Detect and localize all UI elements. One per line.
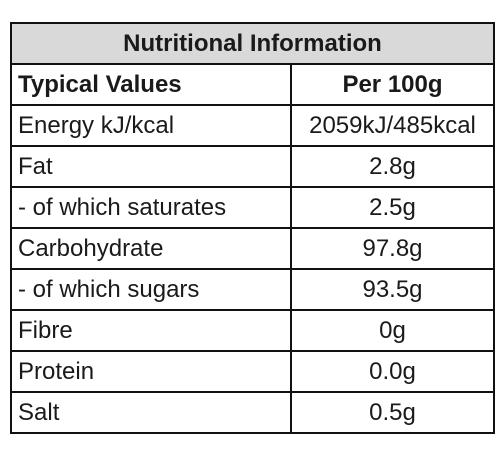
nutrient-value: 2059kJ/485kcal: [290, 104, 495, 147]
nutrient-name: Fibre: [10, 309, 292, 352]
nutrient-value: 0.0g: [290, 350, 495, 393]
nutrient-value: 2.8g: [290, 145, 495, 188]
header-cell: Typical Values: [10, 63, 292, 106]
nutrition-table: Nutritional Information Typical Values P…: [10, 22, 495, 434]
table-title: Nutritional Information: [10, 22, 495, 65]
nutrient-row: Fibre 0g: [10, 309, 495, 352]
nutrient-name: - of which saturates: [10, 186, 292, 229]
table-body: Nutritional Information Typical Values P…: [10, 22, 495, 434]
header-cell: Per 100g: [290, 63, 495, 106]
nutrient-value: 0.5g: [290, 391, 495, 434]
nutrient-row: Energy kJ/kcal 2059kJ/485kcal: [10, 104, 495, 147]
nutrient-name: Protein: [10, 350, 292, 393]
nutrient-row: Carbohydrate 97.8g: [10, 227, 495, 270]
nutrient-name: Carbohydrate: [10, 227, 292, 270]
nutrient-row: Fat 2.8g: [10, 145, 495, 188]
nutrient-row: Salt 0.5g: [10, 391, 495, 434]
title-row: Nutritional Information: [10, 22, 495, 65]
header-row: Typical Values Per 100g: [10, 63, 495, 106]
nutrient-value: 97.8g: [290, 227, 495, 270]
nutrient-value: 2.5g: [290, 186, 495, 229]
nutrient-row: - of which saturates 2.5g: [10, 186, 495, 229]
nutrient-name: - of which sugars: [10, 268, 292, 311]
nutrient-name: Salt: [10, 391, 292, 434]
nutrient-value: 0g: [290, 309, 495, 352]
nutrient-value: 93.5g: [290, 268, 495, 311]
nutrient-name: Energy kJ/kcal: [10, 104, 292, 147]
nutrient-name: Fat: [10, 145, 292, 188]
nutrient-row: - of which sugars 93.5g: [10, 268, 495, 311]
nutrient-row: Protein 0.0g: [10, 350, 495, 393]
